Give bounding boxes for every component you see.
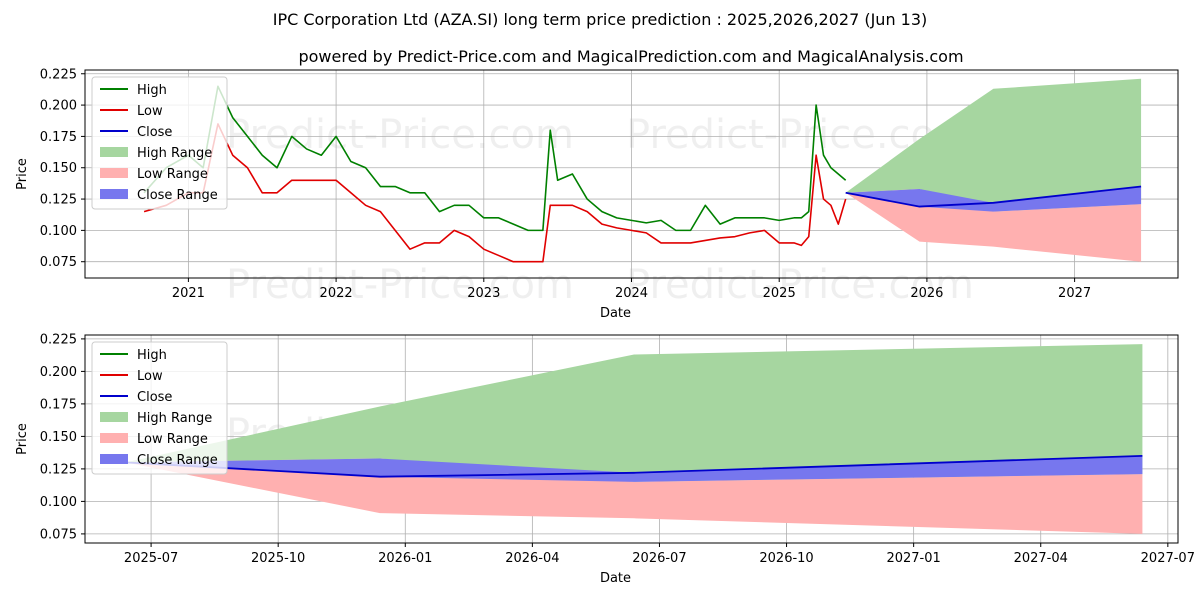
x-tick-label: 2021	[172, 286, 205, 301]
x-tick-label: 2026-10	[759, 551, 813, 566]
x-tick-label: 2025-07	[124, 551, 178, 566]
x-tick-label: 2027-07	[1141, 551, 1195, 566]
y-tick-label: 0.175	[40, 397, 77, 412]
x-tick-label: 2026-04	[505, 551, 559, 566]
x-tick-label: 2023	[467, 286, 500, 301]
y-tick-label: 0.125	[40, 462, 77, 477]
x-tick-label: 2025	[763, 286, 796, 301]
watermark-text: Predict-Price.com	[626, 262, 974, 308]
close-range-band	[125, 455, 1143, 482]
plot-area	[125, 344, 1143, 534]
y-axis-label: Price	[15, 423, 30, 455]
y-tick-label: 0.125	[40, 193, 77, 208]
y-tick-label: 0.150	[40, 430, 77, 445]
x-tick-label: 2027	[1058, 286, 1091, 301]
panel-forecast: Predict-Price.comPredict-Price.com2025-0…	[15, 332, 1195, 586]
legend-label-low: Low	[137, 369, 163, 384]
panel-history: Predict-Price.com Predict-Price.com Predic…	[15, 67, 1179, 321]
high-series-line	[143, 85, 847, 232]
close-range-band	[845, 186, 1142, 212]
x-tick-label: 2027-01	[886, 551, 940, 566]
y-tick-label: 0.075	[40, 527, 77, 542]
legend-label-high: High	[137, 83, 167, 98]
y-axis-label: Price	[15, 158, 30, 190]
legend-swatch-close_range	[100, 454, 128, 464]
x-axis-label: Date	[600, 306, 631, 321]
plot-frame	[84, 334, 1179, 544]
legend: High Low Close High Range Low Range Close Ran…	[91, 76, 228, 210]
x-tick-label: 2024	[615, 286, 648, 301]
legend-swatch-close_range	[100, 189, 128, 199]
y-tick-label: 0.100	[40, 224, 77, 239]
legend-label-low_range: Low Range	[137, 432, 208, 447]
x-tick-label: 2025-10	[251, 551, 305, 566]
y-tick-label: 0.200	[40, 99, 77, 114]
legend-swatch-low_range	[100, 433, 128, 443]
x-tick-label: 2022	[320, 286, 353, 301]
chart-subtitle: powered by Predict-Price.com and Magical…	[298, 47, 963, 66]
x-tick-label: 2026	[910, 286, 943, 301]
legend-label-high_range: High Range	[137, 411, 212, 426]
y-tick-label: 0.200	[40, 365, 77, 380]
y-tick-label: 0.075	[40, 255, 77, 270]
legend-label-close_range: Close Range	[137, 453, 218, 468]
close-forecast-line	[845, 185, 1142, 208]
legend-label-close: Close	[137, 125, 172, 140]
plot-area	[143, 78, 1142, 263]
chart-title: IPC Corporation Ltd (AZA.SI) long term p…	[273, 10, 928, 29]
legend-swatch-high_range	[100, 412, 128, 422]
legend-swatch-high_range	[100, 147, 128, 157]
y-tick-label: 0.150	[40, 161, 77, 176]
y-tick-label: 0.225	[40, 332, 77, 347]
legend-label-low_range: Low Range	[137, 167, 208, 182]
high-range-band	[845, 78, 1142, 212]
legend-label-close: Close	[137, 390, 172, 405]
close-forecast-line	[125, 455, 1143, 478]
watermark-text: Predict-Price.com	[226, 262, 574, 308]
y-tick-label: 0.175	[40, 130, 77, 145]
legend-label-high: High	[137, 348, 167, 363]
x-axis-label: Date	[600, 571, 631, 586]
y-tick-label: 0.225	[40, 67, 77, 82]
y-tick-label: 0.100	[40, 495, 77, 510]
legend-label-high_range: High Range	[137, 146, 212, 161]
low-series-line	[143, 123, 847, 263]
x-tick-label: 2027-04	[1014, 551, 1068, 566]
legend-label-close_range: Close Range	[137, 188, 218, 203]
legend-swatch-low_range	[100, 168, 128, 178]
legend-label-low: Low	[137, 104, 163, 119]
watermark-text: Predict-Price.com	[226, 112, 574, 158]
high-range-band	[125, 344, 1143, 482]
legend: High Low Close High Range Low Range Close Ran…	[91, 341, 228, 475]
x-tick-label: 2026-01	[378, 551, 432, 566]
x-tick-label: 2026-07	[632, 551, 686, 566]
